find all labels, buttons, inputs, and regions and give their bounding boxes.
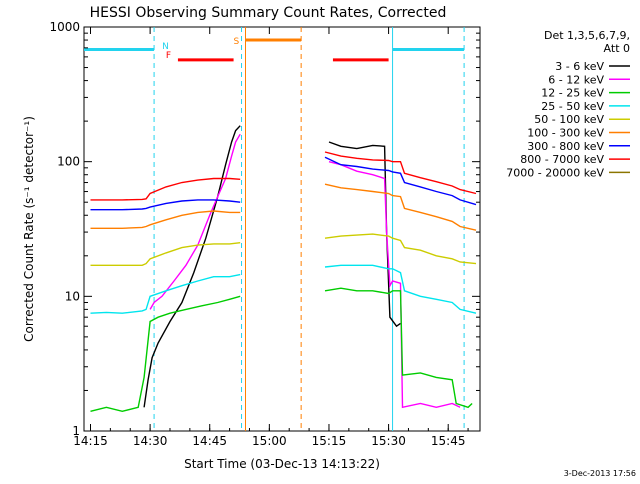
series-line-0-0 bbox=[143, 125, 241, 408]
legend-label-2: 12 - 25 keV bbox=[541, 87, 604, 100]
x-tick-label-5: 15:30 bbox=[371, 434, 406, 448]
x-tick-label-3: 15:00 bbox=[252, 434, 287, 448]
series-line-6-1 bbox=[324, 156, 477, 206]
legend-header-detectors: Det 1,3,5,6,7,9, bbox=[544, 29, 630, 42]
x-axis-label: Start Time (03-Dec-13 14:13:22) bbox=[184, 457, 380, 471]
series-line-2-1 bbox=[324, 287, 473, 409]
legend-label-8: 7000 - 20000 keV bbox=[506, 166, 604, 179]
x-tick-label-6: 15:45 bbox=[431, 434, 466, 448]
series-line-7-1 bbox=[324, 151, 477, 195]
legend-label-5: 100 - 300 keV bbox=[527, 127, 604, 140]
legend-label-7: 800 - 7000 keV bbox=[520, 153, 604, 166]
series-line-7-0 bbox=[90, 177, 241, 201]
flag-label-f: F bbox=[166, 51, 171, 61]
y-axis-label: Corrected Count Rate (s⁻¹ detector⁻¹) bbox=[22, 116, 36, 342]
y-tick-label-1: 10 bbox=[65, 289, 80, 303]
x-tick-label-0: 14:15 bbox=[73, 434, 108, 448]
series-line-1-1 bbox=[328, 161, 461, 409]
series-line-4-1 bbox=[324, 233, 477, 265]
y-tick-label-2: 100 bbox=[57, 155, 80, 169]
legend-header-attenuator: Att 0 bbox=[604, 42, 630, 55]
series-line-5-1 bbox=[324, 183, 477, 231]
axis-ticks: 14:15 14:30 14:45 15:00 15:15 15:30 15:45 1 10 10… bbox=[49, 20, 480, 448]
x-tick-label-4: 15:15 bbox=[312, 434, 347, 448]
generation-timestamp: 3-Dec-2013 17:56 bbox=[564, 469, 636, 478]
series-line-6-0 bbox=[90, 199, 241, 211]
series-lines bbox=[90, 125, 477, 413]
series-line-5-0 bbox=[90, 210, 241, 230]
series-line-1-0 bbox=[149, 133, 241, 310]
legend-label-1: 6 - 12 keV bbox=[548, 73, 604, 86]
observing-markers: NF S bbox=[84, 27, 465, 431]
series-line-3-0 bbox=[90, 273, 241, 314]
legend-label-4: 50 - 100 keV bbox=[534, 113, 604, 126]
series-line-3-1 bbox=[324, 264, 477, 314]
chart-title: HESSI Observing Summary Count Rates, Cor… bbox=[90, 5, 447, 21]
legend-label-3: 25 - 50 keV bbox=[541, 100, 604, 113]
series-line-0-1 bbox=[328, 141, 401, 328]
series-line-4-0 bbox=[90, 242, 241, 266]
y-tick-label-3: 1000 bbox=[49, 20, 80, 34]
legend-label-6: 300 - 800 keV bbox=[527, 140, 604, 153]
flag-label-n: N bbox=[162, 42, 169, 52]
x-tick-label-2: 14:45 bbox=[192, 434, 227, 448]
x-tick-label-1: 14:30 bbox=[133, 434, 168, 448]
y-tick-label-0: 1 bbox=[72, 424, 80, 438]
series-line-2-0 bbox=[90, 295, 241, 413]
plot-frame bbox=[83, 26, 481, 432]
flag-label-s: S bbox=[234, 37, 240, 47]
legend-label-0: 3 - 6 keV bbox=[555, 60, 604, 73]
